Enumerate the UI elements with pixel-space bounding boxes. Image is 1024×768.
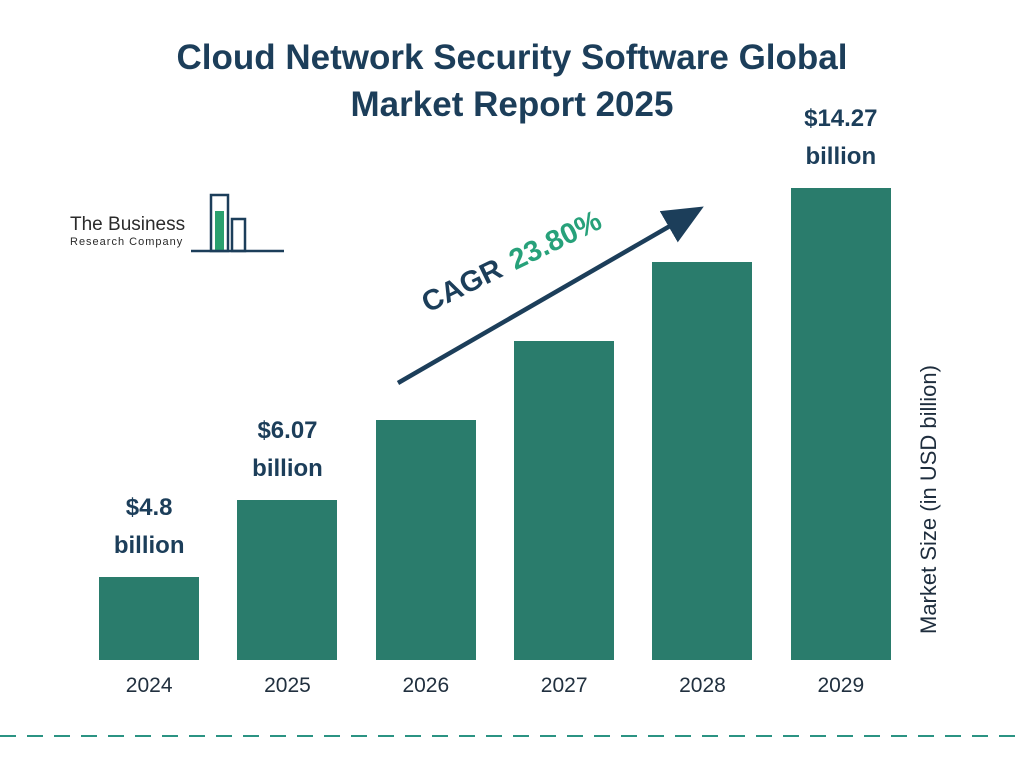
company-logo-text: The Business Research Company xyxy=(70,214,185,260)
bar-2028 xyxy=(652,262,753,660)
bar-value-amount: $4.8 xyxy=(125,494,173,522)
company-name: The Business xyxy=(70,214,186,235)
bar-value-label-2029: $14.27 billion xyxy=(804,100,877,176)
x-axis-label-2025: 2025 xyxy=(264,674,311,697)
bar-2029 xyxy=(790,187,891,660)
bar-group-2026: 2026 xyxy=(357,100,495,697)
chart-title-line1: Cloud Network Security Software Global xyxy=(176,38,848,77)
bar-group-2028: 2028 xyxy=(633,100,771,697)
bar-value-unit: billion xyxy=(113,532,185,560)
bar-group-2024: $4.8 billion 2024 xyxy=(80,100,218,697)
x-axis-label-2028: 2028 xyxy=(679,674,726,697)
bar-group-2025: $6.07 billion 2025 xyxy=(218,100,356,697)
x-axis-label-2027: 2027 xyxy=(540,674,588,697)
bar-2026 xyxy=(375,420,476,660)
bar-value-amount: $6.07 xyxy=(257,417,318,445)
y-axis-label: Market Size (in USD billion) xyxy=(916,365,941,635)
bottom-dashed-divider xyxy=(0,735,1024,737)
x-axis-label-2029: 2029 xyxy=(817,674,865,697)
bar-chart: $4.8 billion 2024 $6.07 billion 2025 202… xyxy=(80,100,910,697)
chart-title: Cloud Network Security Software Global M… xyxy=(0,34,1024,129)
company-subname: Research Company xyxy=(70,236,184,248)
bar-value-unit: billion xyxy=(805,142,877,170)
bar-value-label-2024: $4.8 billion xyxy=(114,489,185,565)
x-axis-label-2026: 2026 xyxy=(402,674,450,697)
bar-2024 xyxy=(99,577,200,660)
company-logo: The Business Research Company xyxy=(70,192,286,260)
x-axis-label-2024: 2024 xyxy=(125,674,173,697)
chart-title-line2: Market Report 2025 xyxy=(350,85,674,125)
bar-value-amount: $14.27 xyxy=(804,105,878,132)
bar-value-label-2025: $6.07 billion xyxy=(252,412,323,488)
company-logo-icon xyxy=(191,193,285,253)
bar-group-2027: 2027 xyxy=(495,100,633,697)
cagr-trend-arrow xyxy=(396,206,704,385)
bar-value-unit: billion xyxy=(252,455,323,483)
bar-2027 xyxy=(514,341,615,660)
bar-2025 xyxy=(237,500,338,660)
bar-group-2029: $14.27 billion 2029 xyxy=(772,100,910,697)
